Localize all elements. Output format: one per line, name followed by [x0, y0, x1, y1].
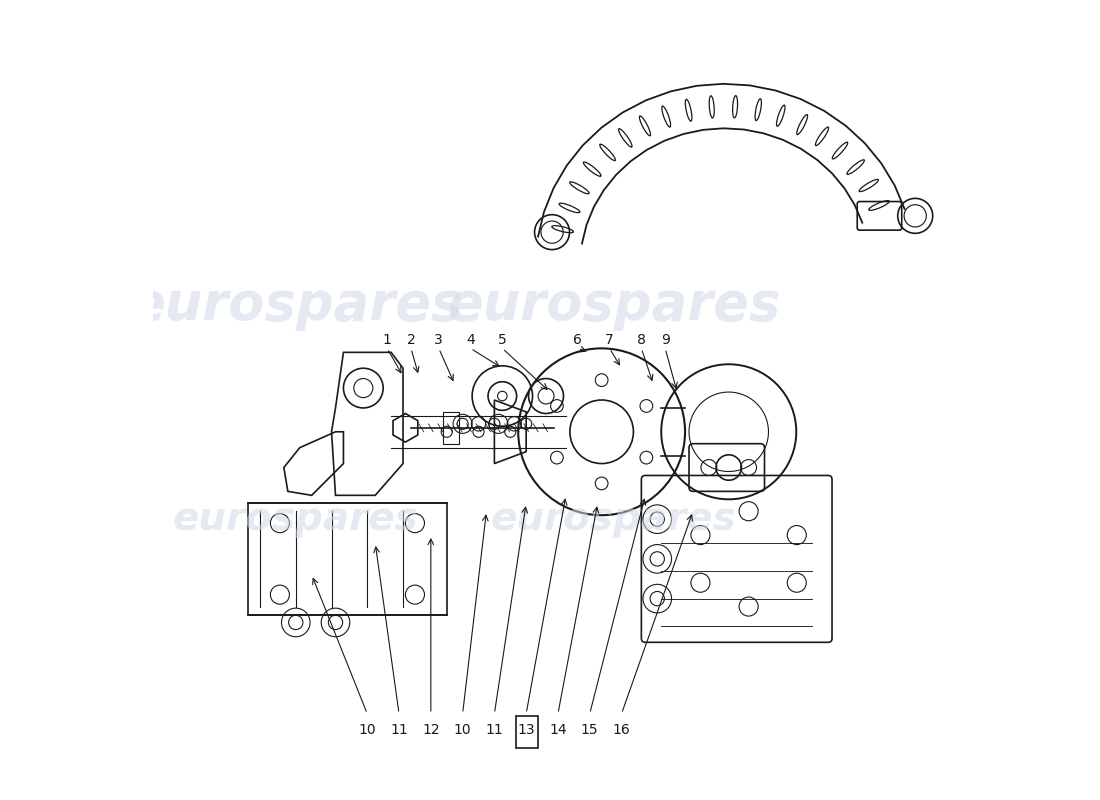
Text: 1: 1: [383, 334, 392, 347]
Text: 15: 15: [581, 722, 598, 737]
Text: 11: 11: [485, 722, 504, 737]
Text: eurospares: eurospares: [129, 278, 462, 330]
Text: 13: 13: [517, 722, 535, 737]
Text: eurospares: eurospares: [491, 500, 736, 538]
Text: 3: 3: [434, 334, 443, 347]
Text: 12: 12: [422, 722, 440, 737]
Text: 16: 16: [613, 722, 630, 737]
Text: 14: 14: [549, 722, 566, 737]
Text: 10: 10: [454, 722, 472, 737]
Text: 4: 4: [466, 334, 475, 347]
Text: 7: 7: [605, 334, 614, 347]
Text: 6: 6: [573, 334, 582, 347]
Text: 5: 5: [498, 334, 507, 347]
Text: 2: 2: [407, 334, 416, 347]
Text: eurospares: eurospares: [173, 500, 419, 538]
Text: 8: 8: [637, 334, 646, 347]
Text: 10: 10: [359, 722, 376, 737]
Text: 11: 11: [390, 722, 408, 737]
Text: 9: 9: [661, 334, 670, 347]
Text: eurospares: eurospares: [447, 278, 780, 330]
